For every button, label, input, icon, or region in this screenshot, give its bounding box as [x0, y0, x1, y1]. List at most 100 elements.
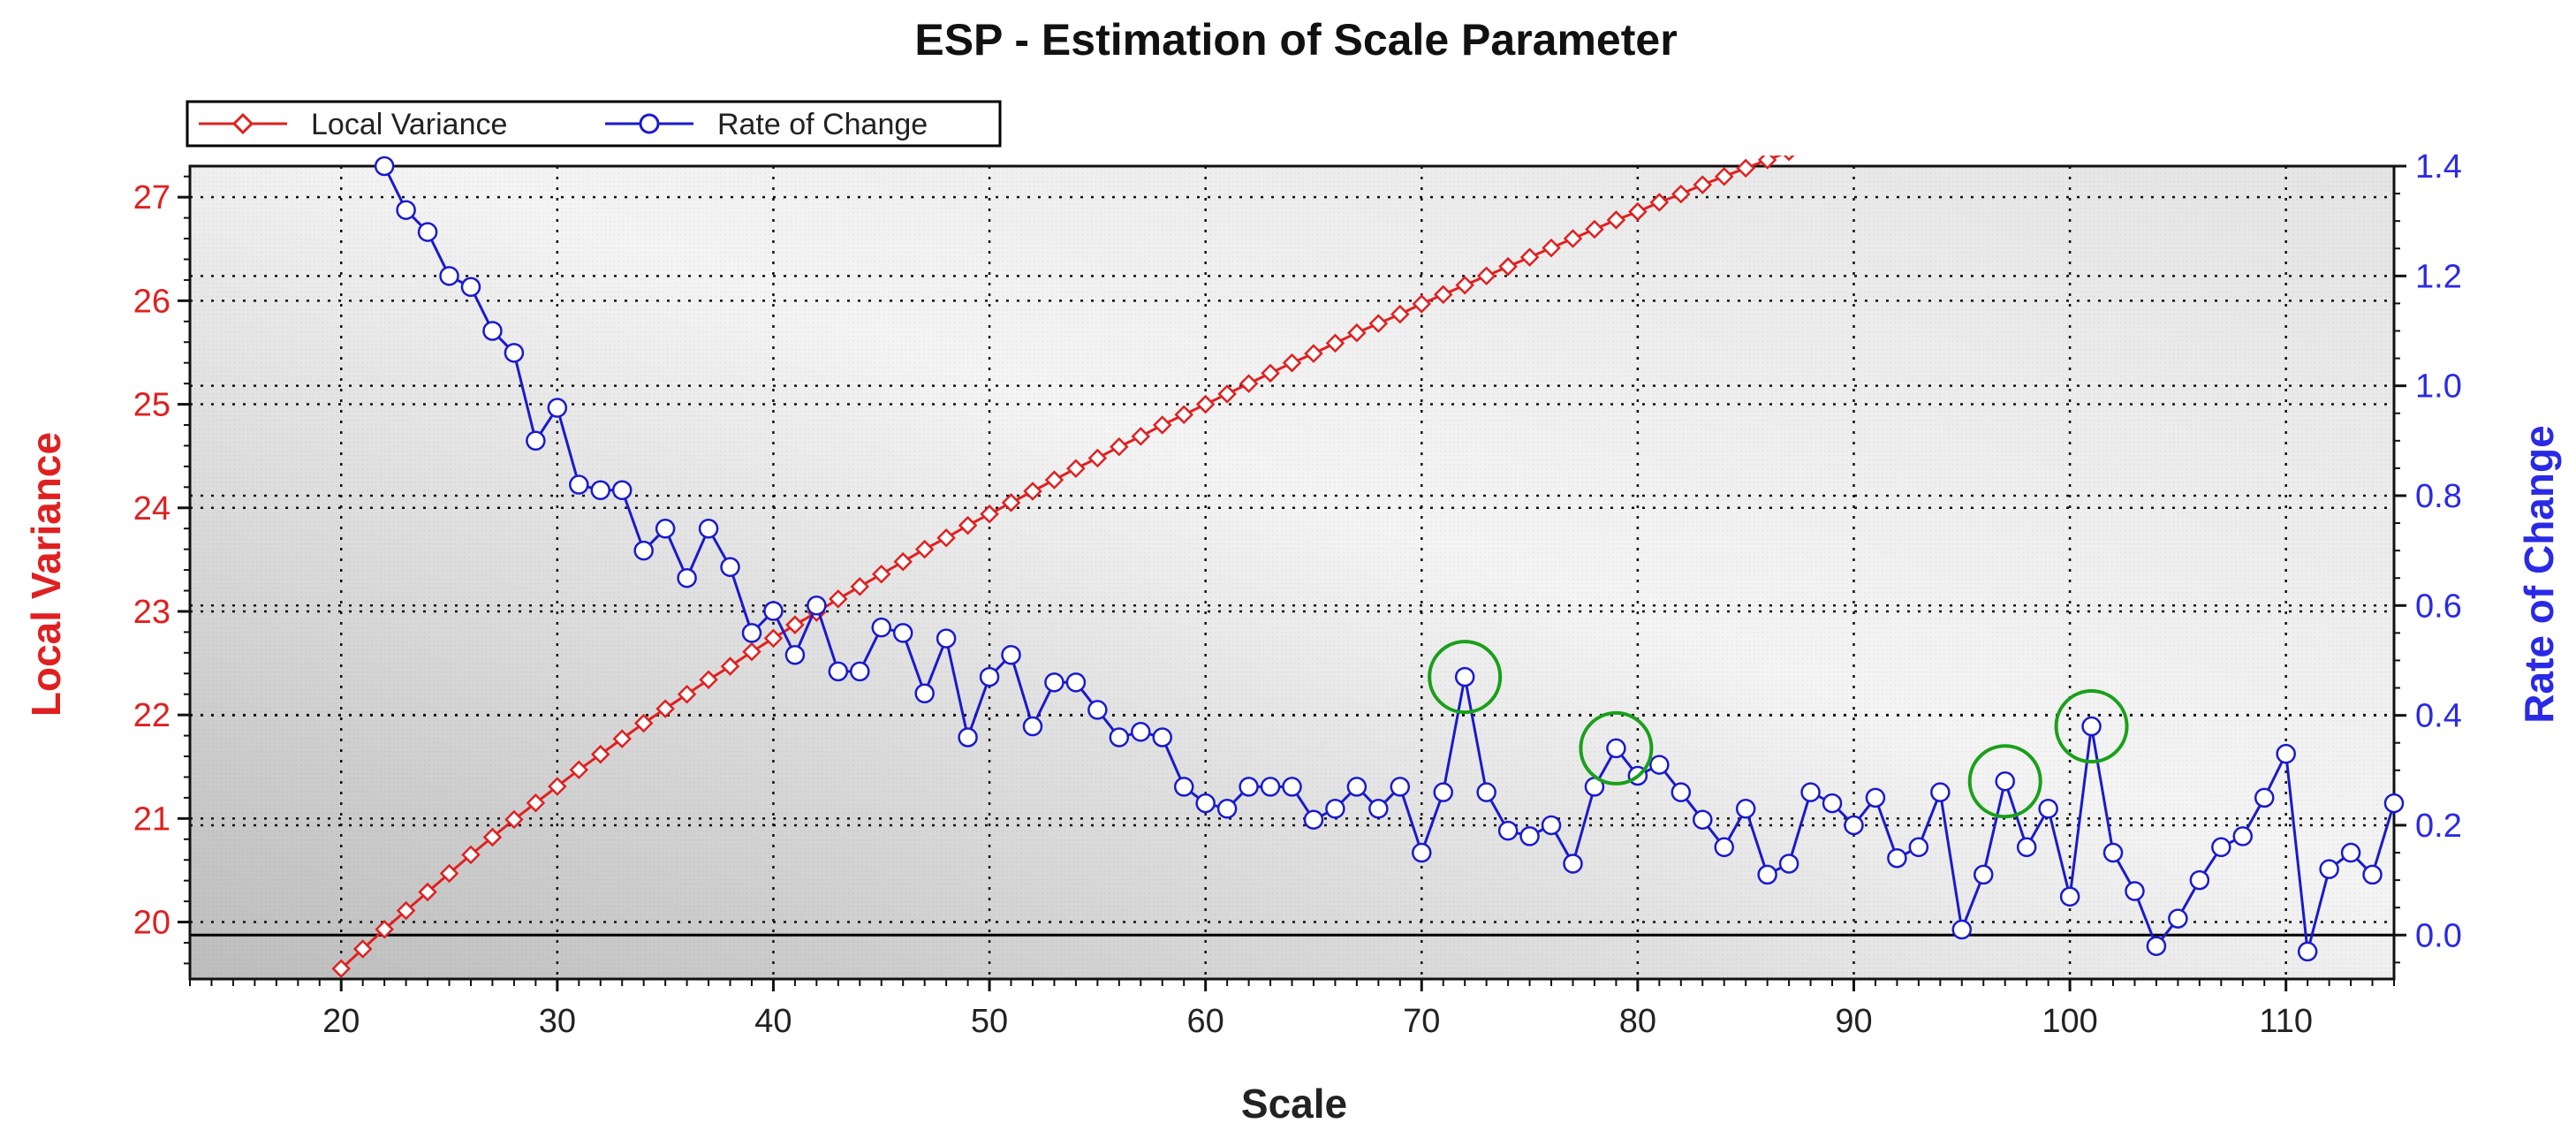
- legend-rate-of-change-marker: [639, 113, 660, 134]
- rate-of-change-point: [396, 200, 416, 220]
- local-variance-point: [1476, 266, 1496, 285]
- local-variance-point: [1023, 482, 1042, 501]
- rate-of-change-point: [1671, 782, 1692, 802]
- rate-of-change-point: [1735, 799, 1756, 819]
- local-variance-point: [1066, 459, 1086, 478]
- local-variance-point: [1325, 333, 1345, 353]
- left-tick-label: 25: [133, 387, 170, 424]
- rate-of-change-point: [2362, 864, 2383, 885]
- left-tick-label: 24: [133, 490, 170, 527]
- plot-area-texture: [190, 166, 2394, 979]
- rate-of-change-point: [1065, 672, 1087, 693]
- rate-of-change-point: [439, 266, 459, 286]
- rate-of-change-point: [2146, 936, 2167, 956]
- rate-of-change-point: [1519, 826, 1540, 846]
- left-tick-label: 23: [133, 594, 170, 631]
- rate-of-change-point: [1606, 738, 1626, 759]
- rate-of-change-point: [2211, 837, 2231, 858]
- local-variance-point: [893, 551, 913, 572]
- local-variance-point: [1131, 427, 1151, 446]
- rate-of-change-point: [526, 430, 546, 452]
- left-tick-label: 21: [133, 801, 170, 838]
- rate-of-change-line: [383, 165, 2396, 952]
- rate-of-change-point: [504, 343, 525, 363]
- rate-of-change-point: [2232, 826, 2254, 846]
- local-variance-point: [1757, 156, 1777, 170]
- local-variance-point: [548, 777, 567, 796]
- local-variance-point: [1563, 229, 1583, 248]
- rate-of-change-point: [655, 519, 676, 539]
- local-variance-point: [569, 760, 589, 780]
- local-variance-point: [699, 670, 718, 690]
- local-variance-point: [1649, 193, 1670, 212]
- right-tick-label: 0.8: [2415, 478, 2462, 515]
- rate-of-change-point: [1390, 777, 1411, 797]
- rate-of-change-point: [2016, 837, 2037, 858]
- rate-of-change-point: [1865, 787, 1886, 808]
- local-variance-point: [526, 793, 546, 813]
- local-variance-point: [1736, 158, 1755, 178]
- legend-rate-of-change-label: Rate of Change: [717, 108, 928, 141]
- local-variance-point: [1783, 156, 1795, 162]
- rate-of-change-point: [828, 661, 849, 682]
- rate-of-change-point: [1433, 782, 1453, 802]
- local-variance-point: [439, 863, 459, 884]
- local-variance-point: [1174, 405, 1193, 425]
- rate-of-change-point: [892, 623, 913, 643]
- local-variance-point: [1087, 448, 1108, 468]
- local-variance-point: [1390, 304, 1410, 324]
- local-variance-point: [612, 729, 632, 748]
- rate-of-change-point: [1260, 777, 1281, 797]
- rate-of-change-point: [1930, 782, 1951, 802]
- rate-of-change-point: [1714, 837, 1734, 858]
- left-tick-label: 20: [133, 905, 170, 942]
- rate-of-change-point: [2102, 842, 2124, 863]
- rate-of-change-point: [547, 398, 568, 418]
- rate-of-change-point: [850, 661, 870, 682]
- rate-of-change-point: [417, 222, 438, 242]
- rate-of-change-point: [1131, 722, 1151, 742]
- rate-of-change-point: [590, 480, 611, 501]
- highlight-circle: [1428, 640, 1503, 715]
- rate-of-change-point: [1476, 782, 1496, 802]
- rate-of-change-point: [1844, 815, 1864, 836]
- rate-of-change-point: [1087, 700, 1108, 720]
- rate-of-change-point: [2319, 859, 2339, 879]
- local-variance-point: [1217, 384, 1237, 404]
- chart-title: ESP - Estimation of Scale Parameter: [914, 15, 1677, 65]
- rate-of-change-point: [611, 480, 633, 501]
- highlight-circle: [2054, 689, 2129, 764]
- local-variance-point: [1693, 175, 1713, 194]
- x-tick-label: 70: [1403, 1003, 1440, 1040]
- left-tick-label: 26: [133, 283, 170, 320]
- local-variance-point: [1714, 166, 1734, 186]
- rate-of-change-point: [2081, 716, 2102, 737]
- rate-of-change-point: [1563, 854, 1583, 874]
- local-variance-point: [1282, 353, 1302, 373]
- local-variance-point: [1152, 415, 1172, 435]
- rate-of-change-point: [633, 540, 654, 561]
- rate-of-change-point: [677, 567, 697, 588]
- rate-of-change-point: [2059, 886, 2080, 907]
- rate-of-change-point: [1908, 837, 1929, 858]
- highlight-circles: [1428, 640, 2129, 819]
- local-variance-point: [1261, 363, 1280, 383]
- x-tick-label: 100: [2042, 1003, 2097, 1040]
- rate-of-change-point: [1951, 919, 1973, 940]
- right-axis-label: Rate of Change: [2516, 425, 2562, 723]
- local-variance-point: [677, 684, 697, 704]
- rate-of-change-point: [1325, 799, 1345, 819]
- local-variance-point: [850, 577, 870, 596]
- local-variance-point: [871, 564, 891, 584]
- right-tick-label: 1.2: [2415, 258, 2462, 295]
- local-variance-point: [1498, 256, 1518, 277]
- local-variance-point: [1347, 323, 1367, 343]
- local-variance-point: [1671, 184, 1691, 204]
- rate-of-change-point: [979, 666, 1000, 687]
- rate-of-change-point: [1822, 793, 1843, 814]
- local-variance-point: [352, 939, 373, 959]
- local-variance-point: [633, 713, 654, 733]
- rate-of-change-point: [2125, 881, 2145, 901]
- rate-of-change-point: [1368, 799, 1389, 819]
